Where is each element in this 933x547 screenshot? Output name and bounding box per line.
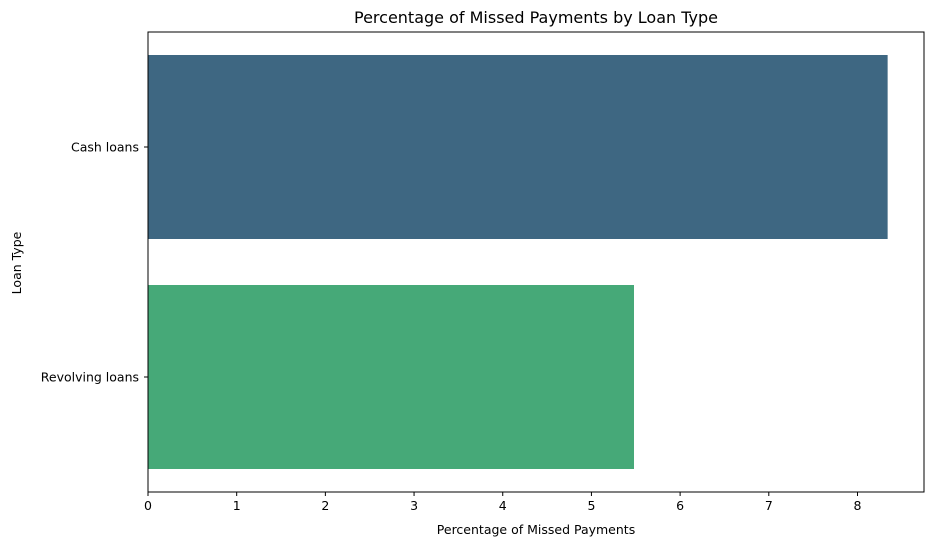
x-axis-label: Percentage of Missed Payments bbox=[437, 522, 635, 537]
x-tick-label: 7 bbox=[765, 498, 773, 513]
y-axis-label: Loan Type bbox=[9, 231, 24, 294]
plot-frame bbox=[147, 31, 925, 493]
bar-revolving-loans bbox=[148, 285, 634, 469]
x-tick-label: 6 bbox=[676, 498, 684, 513]
x-tick-label: 1 bbox=[233, 498, 241, 513]
y-axis: Cash loans Revolving loans bbox=[41, 140, 148, 385]
x-tick-label: 8 bbox=[854, 498, 862, 513]
plot-marks bbox=[148, 55, 888, 469]
y-tick-label: Cash loans bbox=[71, 140, 139, 155]
x-tick-label: 0 bbox=[144, 498, 152, 513]
x-tick-label: 4 bbox=[499, 498, 507, 513]
x-tick-label: 5 bbox=[587, 498, 595, 513]
x-axis: 0 1 2 3 4 5 6 7 8 bbox=[144, 492, 862, 513]
y-tick-label: Revolving loans bbox=[41, 370, 139, 385]
x-tick-label: 2 bbox=[321, 498, 329, 513]
bar-cash-loans bbox=[148, 55, 888, 239]
x-tick-label: 3 bbox=[410, 498, 418, 513]
chart-title: Percentage of Missed Payments by Loan Ty… bbox=[354, 8, 718, 27]
